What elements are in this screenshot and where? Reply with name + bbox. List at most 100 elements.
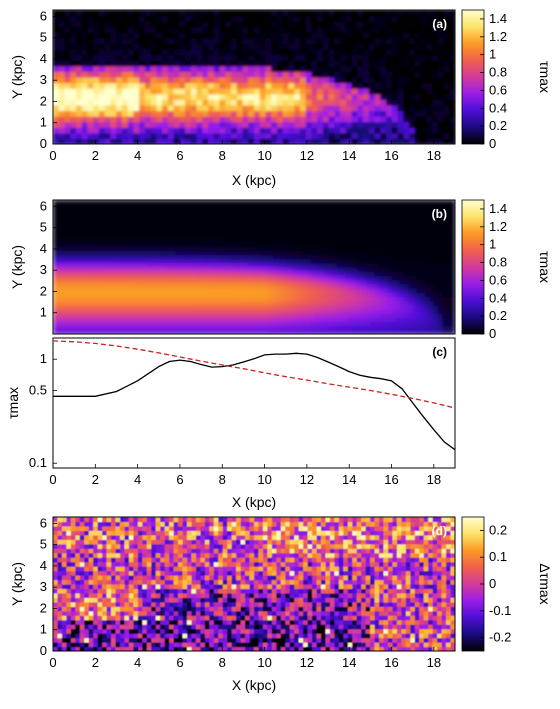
heatmap-cell (414, 21, 422, 28)
heatmap-cell (120, 237, 126, 243)
heatmap-cell (425, 225, 431, 230)
heatmap-cell (264, 237, 270, 243)
heatmap-cell (386, 43, 393, 50)
heatmap-cell (429, 216, 435, 222)
heatmap-cell (305, 88, 313, 95)
heatmap-cell (247, 300, 253, 306)
heatmap-cell (305, 127, 313, 134)
heatmap-cell (378, 229, 384, 235)
heatmap-cell (265, 104, 272, 112)
heatmap-cell (150, 15, 157, 22)
heatmap-cell (209, 225, 215, 230)
heatmap-cell (86, 204, 92, 209)
heatmap-cell (294, 116, 301, 123)
heatmap-cell (66, 606, 72, 612)
heatmap-cell (366, 283, 371, 289)
heatmap-cell (218, 254, 223, 260)
heatmap-cell (344, 220, 350, 226)
heatmap-cell (219, 49, 226, 56)
heatmap-cell (254, 77, 261, 84)
heatmap-cell (196, 220, 202, 226)
heatmap-cell (70, 138, 77, 144)
heatmap-cell (242, 65, 249, 73)
heatmap-cell (409, 138, 416, 144)
heatmap-cell (302, 237, 308, 243)
heatmap-cell (219, 43, 226, 50)
heatmap-cell (184, 292, 190, 297)
heatmap-cell (196, 15, 203, 22)
heatmap-cell (395, 241, 401, 247)
heatmap-cell (104, 127, 112, 134)
heatmap-cell (53, 521, 59, 527)
line-series-c (53, 340, 455, 451)
heatmap-cell (421, 325, 426, 331)
heatmap-cell (74, 216, 79, 222)
heatmap-cell (311, 267, 316, 272)
heatmap-cell (319, 250, 325, 256)
heatmap-cell (185, 116, 192, 123)
heatmap-cell (328, 60, 335, 67)
heatmap-cell (225, 71, 232, 78)
heatmap-cell (336, 287, 342, 293)
heatmap-cell (248, 104, 255, 112)
heatmap-cell (99, 296, 105, 302)
heatmap-cell (450, 329, 455, 334)
heatmap-cell (64, 110, 71, 117)
heatmap-cell (234, 296, 240, 302)
heatmap-cell (239, 246, 245, 251)
heatmap-cell (247, 292, 253, 297)
heatmap-cell (243, 329, 249, 334)
heatmap-cell (399, 212, 405, 218)
heatmap-cell (99, 275, 105, 281)
heatmap-cell (173, 82, 180, 89)
heatmap-cell (276, 26, 284, 33)
heatmap-cell (421, 271, 426, 276)
heatmap-cell (349, 237, 355, 243)
heatmap-cell (188, 267, 194, 272)
heatmap-cell (103, 258, 109, 264)
heatmap-cell (86, 329, 92, 334)
heatmap-cell (351, 82, 358, 89)
heatmap-cell (53, 606, 59, 612)
heatmap-cell (98, 65, 106, 73)
heatmap-cell (450, 204, 455, 209)
heatmap-cell (95, 246, 101, 251)
heatmap-cell (53, 229, 58, 235)
heatmap-cell (332, 275, 338, 281)
heatmap-cell (416, 313, 422, 318)
heatmap-cell (196, 329, 202, 334)
heatmap-cell (353, 250, 359, 256)
heatmap-cell (81, 93, 89, 100)
heatmap-cell (315, 204, 321, 209)
heatmap-cell (158, 296, 164, 302)
heatmap-cell (201, 321, 206, 327)
heatmap-cell (218, 262, 223, 268)
heatmap-cell (277, 287, 283, 293)
heatmap-cell (202, 132, 209, 140)
heatmap-cell (127, 93, 134, 100)
heatmap-cell (171, 313, 177, 318)
heatmap-cell (124, 216, 130, 222)
heatmap-cell (370, 296, 376, 302)
heatmap-cell (103, 287, 109, 293)
heatmap-cell (349, 296, 355, 302)
heatmap-cell (319, 275, 325, 281)
heatmap-cell (256, 241, 261, 247)
heatmap-cell (315, 229, 321, 235)
heatmap-cell (78, 292, 84, 297)
heatmap-cell (137, 271, 143, 276)
heatmap-cell (57, 530, 63, 536)
heatmap-cell (285, 204, 291, 209)
heatmap-cell (298, 283, 304, 289)
heatmap-cell (219, 88, 226, 95)
heatmap-cell (243, 220, 249, 226)
heatmap-cell (289, 283, 295, 289)
heatmap-cell (328, 321, 333, 327)
heatmap-cell (344, 225, 350, 230)
heatmap-cell (146, 321, 151, 327)
heatmap-cell (133, 26, 140, 33)
heatmap-cell (103, 267, 109, 272)
heatmap-cell (416, 237, 422, 243)
heatmap-cell (150, 279, 156, 285)
heatmap-cell (129, 225, 134, 230)
